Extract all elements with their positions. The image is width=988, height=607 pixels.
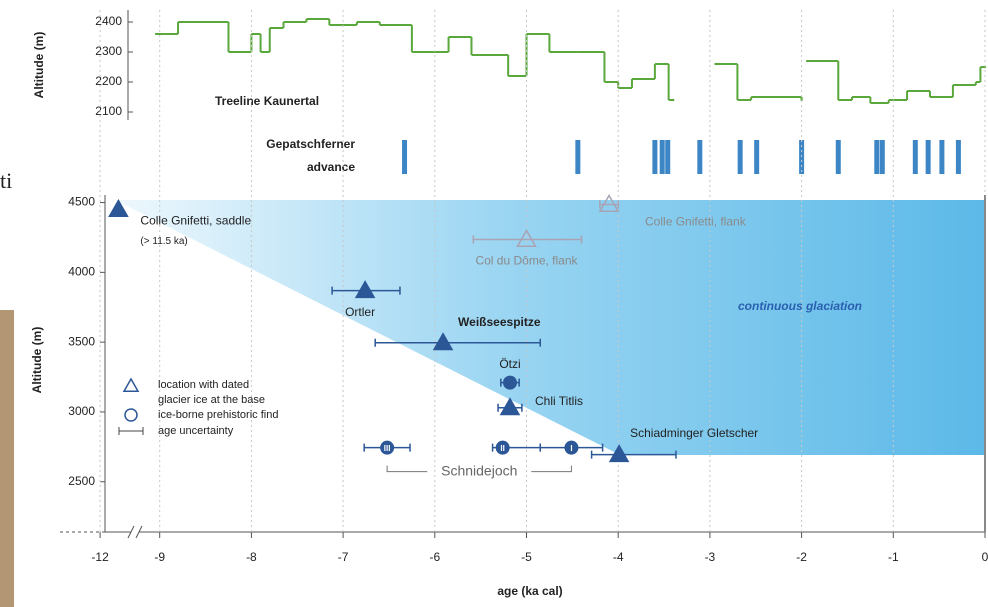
triangle-marker: [608, 444, 630, 463]
advance-bar: [697, 140, 703, 174]
x-tick-label: -9: [154, 550, 165, 564]
point-label: Col du Dôme, flank: [475, 254, 578, 268]
axis-break: [127, 525, 143, 539]
legend-marker: [124, 408, 138, 422]
point-label: Colle Gnifetti, saddle: [140, 214, 251, 228]
y-tick-label: 4000: [68, 265, 95, 279]
triangle-marker: [499, 397, 521, 416]
circle-marker: [380, 440, 395, 455]
legend-label: location with dated: [158, 379, 249, 391]
x-tick-label: -3: [705, 550, 716, 564]
advance-bar: [402, 140, 408, 174]
triangle-marker: [432, 332, 454, 351]
y-tick-label: 2400: [95, 14, 122, 28]
panel-label: advance: [307, 160, 355, 174]
advance-bar: [925, 140, 931, 174]
triangle-marker: [108, 199, 129, 218]
y-tick-label: 4500: [68, 195, 95, 209]
advance-bar: [955, 140, 961, 174]
x-tick-label: -5: [521, 550, 532, 564]
triangle-marker: [516, 229, 537, 248]
advance-bar: [939, 140, 945, 174]
point-label: III: [384, 444, 391, 453]
x-tick-label: -7: [338, 550, 349, 564]
x-tick-label: -1: [888, 550, 899, 564]
x-tick-label: -4: [613, 550, 624, 564]
y-tick-label: 2300: [95, 44, 122, 58]
point-label: Schiadminger Gletscher: [630, 426, 758, 440]
point-label: Ötzi: [499, 357, 520, 371]
advance-bar: [835, 140, 841, 174]
panel-label: Treeline Kaunertal: [215, 94, 319, 108]
point-label: I: [570, 444, 572, 453]
circle-marker: [502, 375, 517, 390]
legend-label: ice-borne prehistoric find: [158, 409, 278, 421]
error-bar: [599, 200, 619, 209]
y-axis-label: Altitude (m): [30, 327, 44, 394]
glaciation-area: [115, 200, 985, 455]
y-tick-label: 2100: [95, 104, 122, 118]
x-tick-label: -12: [91, 550, 109, 564]
legend-marker: [118, 427, 144, 435]
y-tick-label: 2200: [95, 74, 122, 88]
plots: 2100 2200 2300 2400 Altitude (m) Treeline Kau…: [30, 10, 988, 598]
error-bar: [472, 235, 583, 244]
x-tick-label: -8: [246, 550, 257, 564]
point-label: II: [500, 444, 504, 453]
group-bracket: [386, 465, 572, 473]
x-tick-label: -6: [429, 550, 440, 564]
legend-marker: [122, 377, 140, 392]
error-bar: [590, 450, 677, 459]
point-label: Colle Gnifetti, flank: [645, 215, 747, 229]
y-tick-label: 2500: [68, 474, 95, 488]
group-label: Schnidejoch: [441, 462, 517, 478]
advance-bar: [659, 140, 665, 174]
advance-bar: [912, 140, 918, 174]
x-axis-label: age (ka cal): [497, 584, 562, 598]
advance-bar: [652, 140, 658, 174]
y-tick-label: 3000: [68, 404, 95, 418]
axis-break-gap: [131, 526, 139, 538]
error-bar: [374, 338, 542, 347]
legend-label: age uncertainty: [158, 425, 234, 437]
photo-strip: [0, 310, 14, 607]
advance-bar: [879, 140, 885, 174]
annotation: continuous glaciation: [738, 299, 862, 313]
circle-marker: [495, 440, 510, 455]
triangle-marker: [598, 194, 620, 213]
advance-bar: [665, 140, 671, 174]
advance-bar: [575, 140, 581, 174]
treeline-end: [672, 98, 675, 102]
panel-label: Gepatschferner: [266, 137, 355, 151]
circle-marker: [564, 440, 579, 455]
y-axis-label: Altitude (m): [32, 32, 46, 99]
x-tick-label: 0: [982, 550, 988, 564]
point-label: Chli Titlis: [535, 394, 583, 408]
advance-bar: [874, 140, 880, 174]
point-label: Weißseespitze: [458, 315, 541, 329]
legend-label: glacier ice at the base: [158, 394, 265, 406]
triangle-marker: [354, 280, 376, 299]
fragment-text: ti: [0, 168, 12, 193]
y-tick-label: 3500: [68, 334, 95, 348]
advance-bar: [754, 140, 760, 174]
x-tick-label: -2: [796, 550, 807, 564]
point-label: Ortler: [345, 305, 375, 319]
advance-bar: [737, 140, 743, 174]
point-note: (> 11.5 ka): [140, 236, 187, 247]
